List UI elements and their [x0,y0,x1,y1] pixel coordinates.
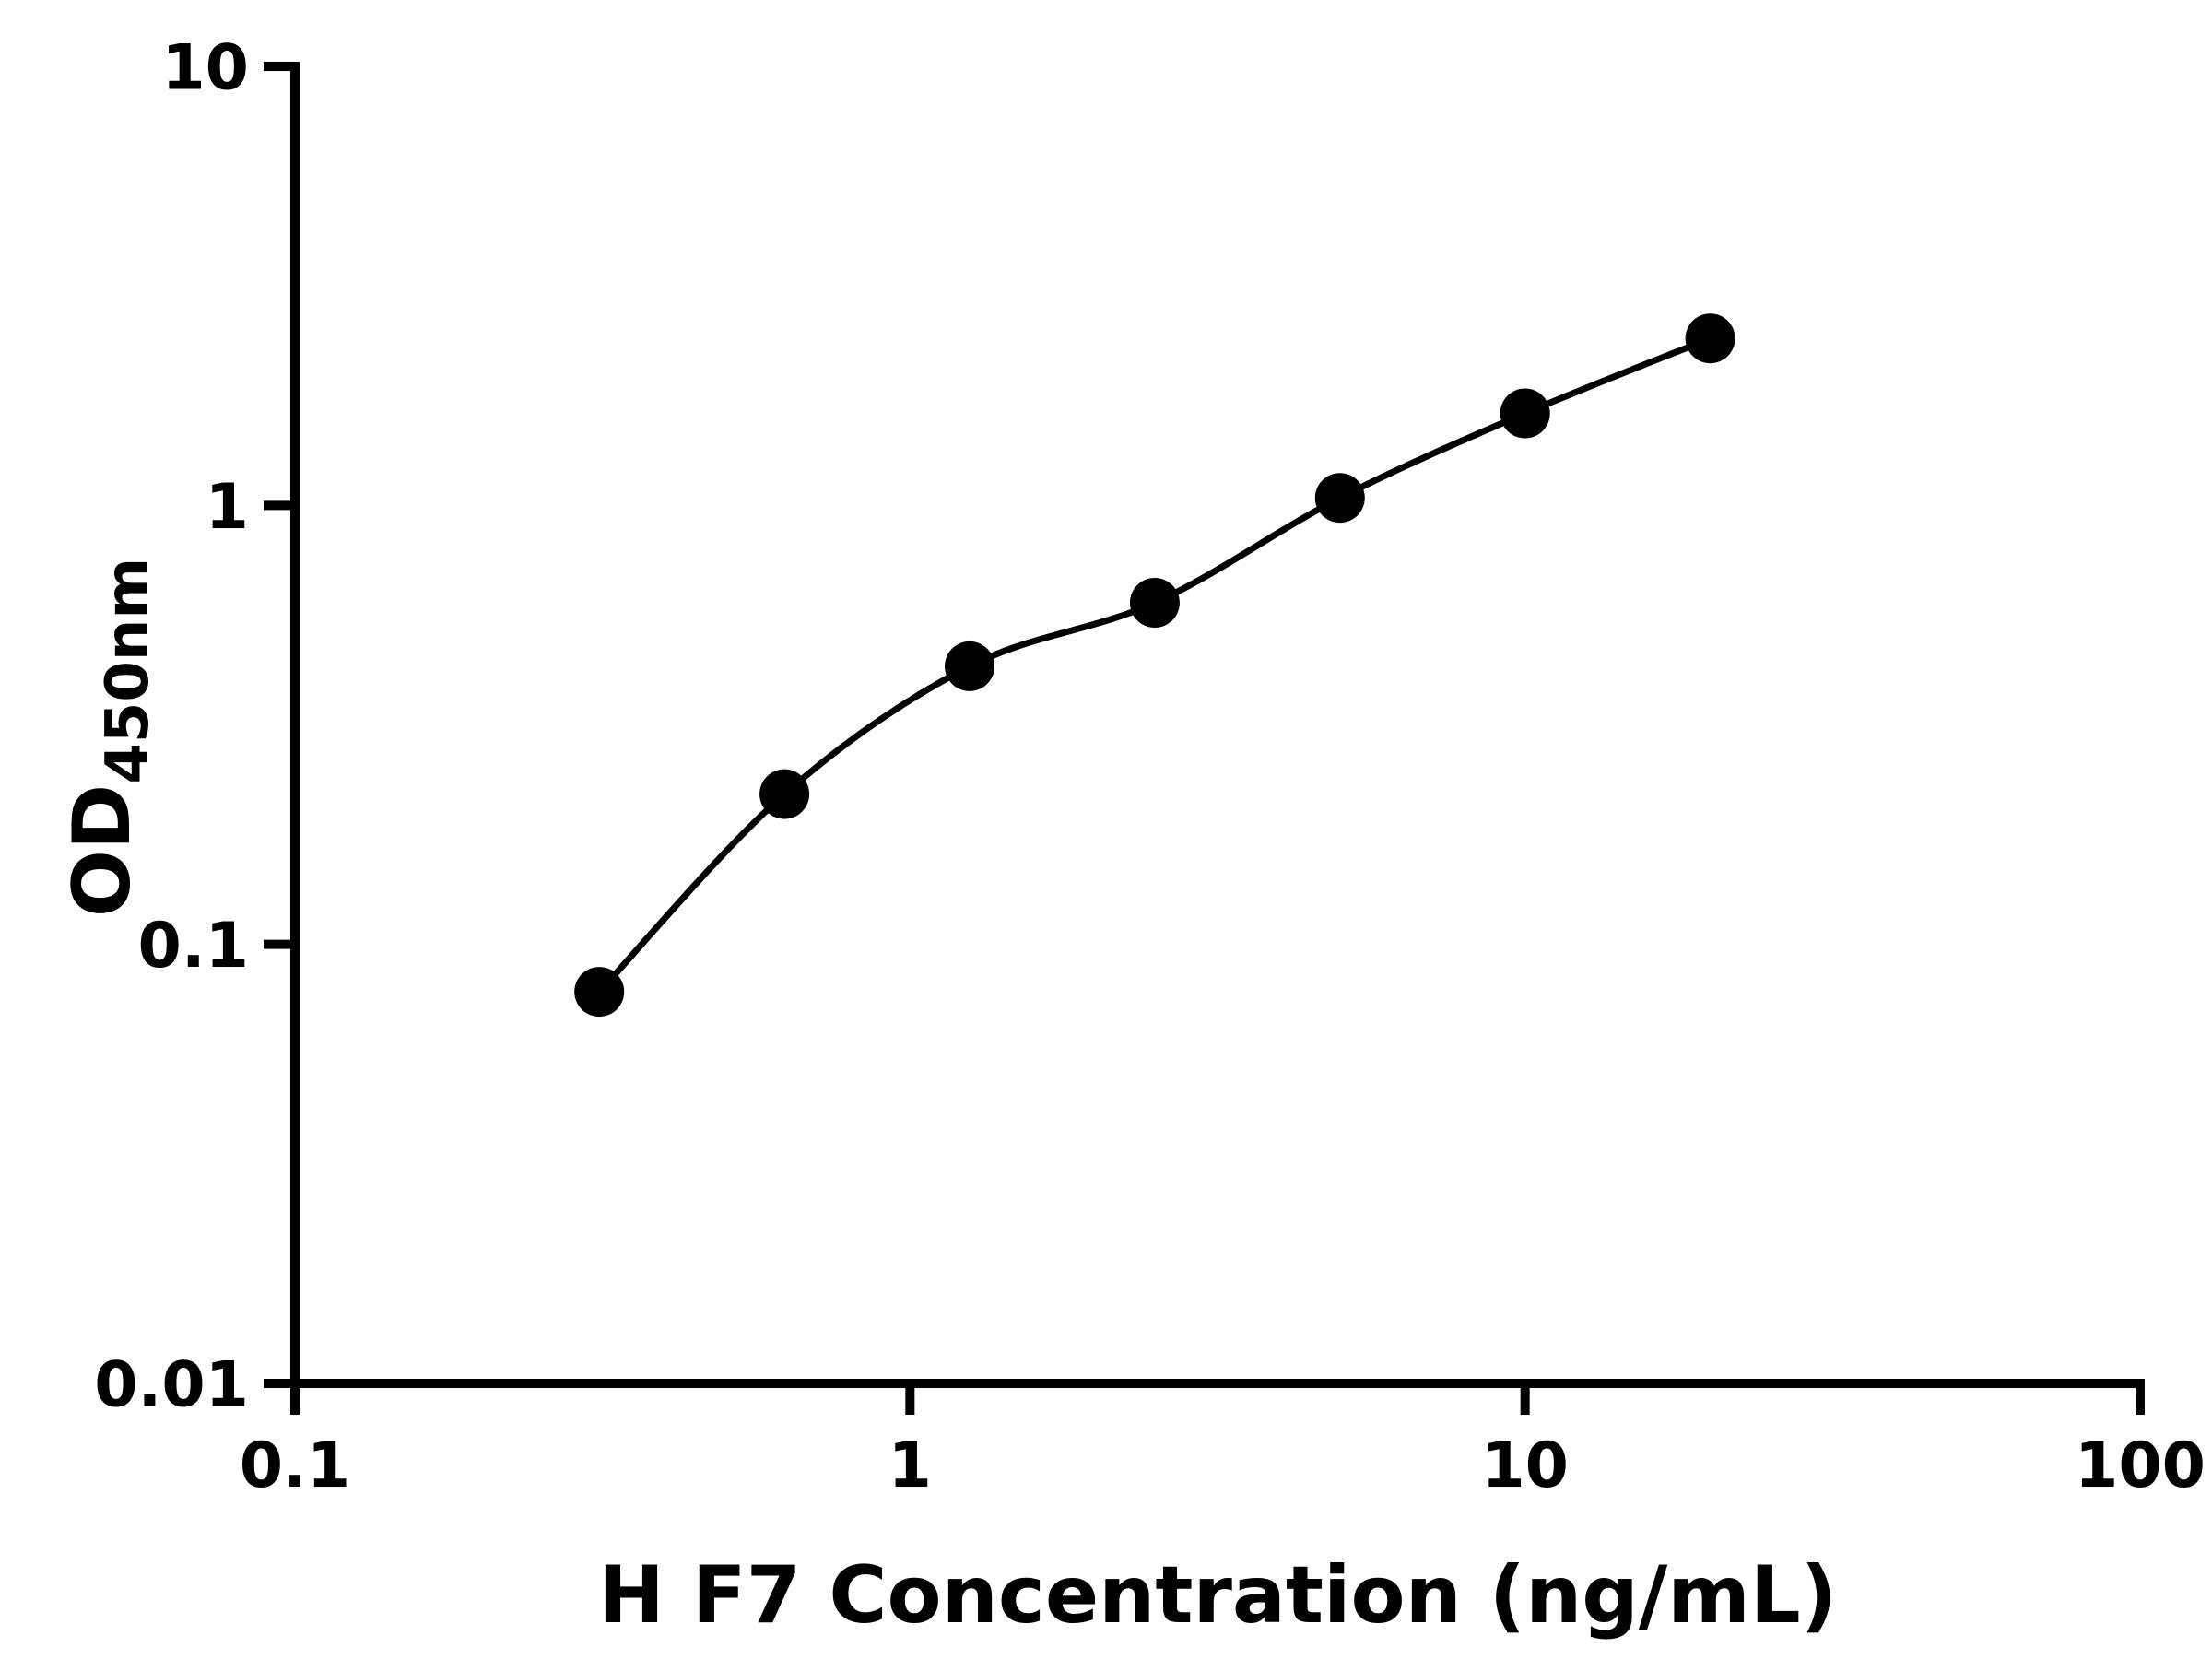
data-point [1129,578,1180,628]
y-tick-label: 1 [206,471,249,544]
data-point [1685,313,1735,364]
y-axis-label: OD450nm [56,558,162,917]
data-point [1314,473,1365,524]
data-point [759,769,810,819]
y-tick-label: 0.1 [138,910,249,982]
plot-axes-and-data: 0.1 1 10 100 0.01 0.1 1 10 [94,31,2206,1502]
y-axis-label-main: OD [56,784,148,918]
y-axis-label-sub: 450nm [94,558,162,784]
fit-curve [596,335,1712,994]
data-point [1500,388,1550,439]
x-tick-label: 10 [1481,1430,1569,1502]
x-tick-label: 1 [888,1430,932,1502]
data-point [945,641,994,691]
y-tick-label: 0.01 [94,1348,249,1421]
y-tick-label: 10 [161,31,249,104]
data-point [574,967,625,1018]
x-tick-label: 100 [2075,1430,2206,1502]
x-tick-label: 0.1 [240,1430,350,1502]
x-axis-label: H F7 Concentration (ng/mL) [598,1549,1837,1641]
